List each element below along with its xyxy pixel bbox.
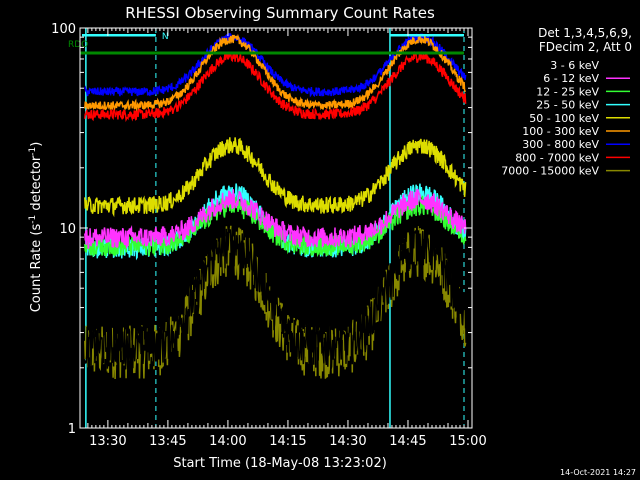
legend-header-line-2: FDecim 2, Att 0 bbox=[539, 40, 632, 54]
legend-entry-label: 50 - 100 keV bbox=[529, 112, 599, 125]
x-tick-label: 13:45 bbox=[149, 434, 186, 449]
legend-entry-label: 800 - 7000 keV bbox=[515, 151, 599, 164]
series-line-7 bbox=[84, 33, 467, 98]
y-axis-label-end: ) bbox=[29, 142, 44, 147]
x-tick-label: 14:45 bbox=[389, 434, 426, 449]
legend: Det 1,3,4,5,6,9, FDecim 2, Att 0 3 - 6 k… bbox=[501, 26, 632, 178]
series-line-5 bbox=[84, 137, 467, 218]
y-axis-label-exponent-1: -1 bbox=[28, 215, 38, 224]
plot-area: RDO N 1 10 100 13:30 13:45 14:00 14:15 14:30 14:45… bbox=[51, 22, 487, 449]
y-axis-label-main: Count Rate (s bbox=[29, 224, 44, 313]
legend-entry-label: 12 - 25 keV bbox=[536, 85, 599, 98]
chart-title: RHESSI Observing Summary Count Rates bbox=[125, 4, 435, 22]
y-tick-label: 1 bbox=[68, 422, 76, 437]
night-label: N bbox=[162, 32, 169, 42]
legend-entry-label: 100 - 300 keV bbox=[522, 125, 599, 138]
y-tick-label: 10 bbox=[59, 222, 76, 237]
x-tick-label: 15:00 bbox=[449, 434, 486, 449]
legend-entry-label: 3 - 6 keV bbox=[550, 59, 599, 72]
x-tick-label: 13:30 bbox=[89, 434, 126, 449]
x-tick-label: 14:30 bbox=[329, 434, 366, 449]
rdo-label: RDO bbox=[68, 40, 88, 50]
legend-header-line-1: Det 1,3,4,5,6,9, bbox=[538, 26, 632, 40]
y-axis-label: Count Rate (s-1 detector-1) bbox=[28, 142, 44, 313]
y-axis-label-exponent-2: -1 bbox=[28, 147, 38, 156]
series-line-6 bbox=[84, 33, 467, 112]
series-line-1 bbox=[84, 223, 467, 370]
x-tick-label: 14:15 bbox=[269, 434, 306, 449]
footer-date: 14-Oct-2021 14:27 bbox=[560, 468, 636, 477]
x-axis-label: Start Time (18-May-08 13:23:02) bbox=[173, 456, 387, 471]
legend-entry-label: 25 - 50 keV bbox=[536, 99, 599, 112]
x-tick-label: 14:00 bbox=[209, 434, 246, 449]
legend-entry-label: 6 - 12 keV bbox=[543, 72, 599, 85]
y-axis-label-middle: detector bbox=[29, 155, 44, 215]
legend-entry-label: 300 - 800 keV bbox=[522, 138, 599, 151]
series-line-2 bbox=[84, 188, 467, 250]
y-tick-label: 100 bbox=[51, 22, 76, 37]
series-line-8 bbox=[84, 50, 467, 123]
legend-entry-label: 7000 - 15000 keV bbox=[501, 165, 599, 178]
